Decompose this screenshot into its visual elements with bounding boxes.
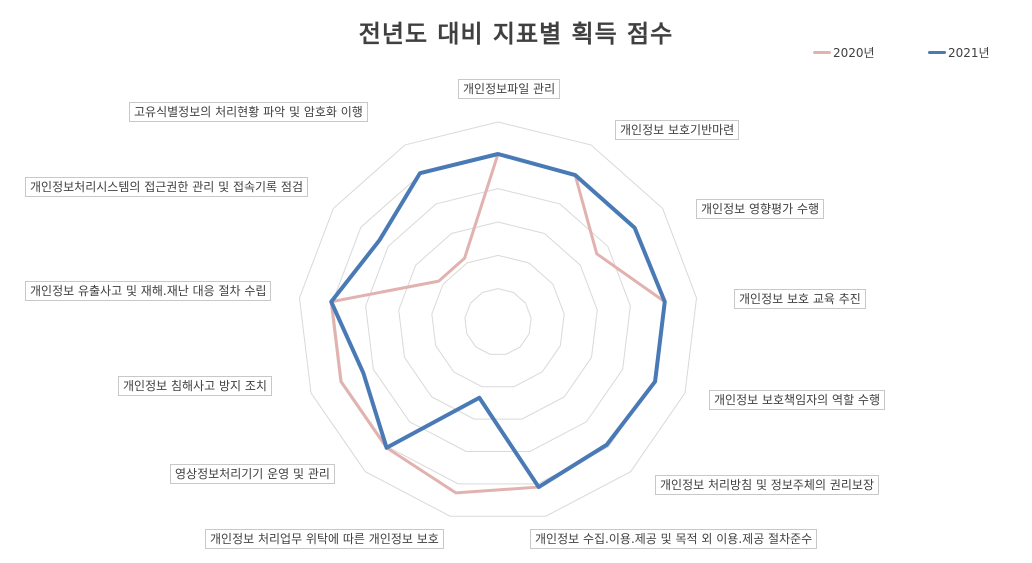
legend-item-2021: 2021년: [928, 44, 990, 61]
category-label-9: 개인정보 침해사고 방지 조치: [118, 376, 272, 396]
grid-ring: [464, 288, 532, 355]
grid-ring: [365, 188, 631, 452]
legend-swatch-2020: [813, 51, 831, 54]
legend-swatch-2021: [928, 51, 946, 54]
legend-label-2020: 2020년: [833, 46, 875, 60]
category-label-6: 개인정보 수집.이용.제공 및 목적 외 이용.제공 절차준수: [530, 529, 818, 549]
category-label-7: 개인정보 처리업무 위탁에 따른 개인정보 보호: [205, 529, 444, 549]
category-label-5: 개인정보 처리방침 및 정보주체의 권리보장: [655, 475, 879, 495]
category-label-3: 개인정보 보호 교육 추진: [734, 289, 866, 309]
category-label-11: 개인정보처리시스템의 접근권한 관리 및 접속기록 점검: [25, 177, 308, 197]
series-line-2020년: [329, 152, 667, 495]
legend-item-2020: 2020년: [813, 44, 875, 61]
category-label-8: 영상정보처리기기 운영 및 관리: [170, 464, 335, 484]
series-line-2021년: [329, 152, 667, 490]
category-label-12: 고유식별정보의 처리현황 파악 및 암호화 이행: [129, 102, 368, 122]
grid-ring: [298, 121, 698, 517]
grid-ring: [431, 254, 565, 388]
legend-label-2021: 2021년: [948, 46, 990, 60]
category-label-0: 개인정보파일 관리: [458, 79, 561, 99]
grid-ring: [398, 221, 598, 420]
chart-title: 전년도 대비 지표별 획득 점수: [358, 20, 674, 48]
category-label-10: 개인정보 유출사고 및 재해.재난 대응 절차 수립: [25, 281, 272, 301]
category-label-1: 개인정보 보호기반마련: [615, 120, 740, 140]
category-label-2: 개인정보 영향평가 수행: [696, 199, 825, 219]
category-label-4: 개인정보 보호책임자의 역할 수행: [709, 390, 886, 410]
